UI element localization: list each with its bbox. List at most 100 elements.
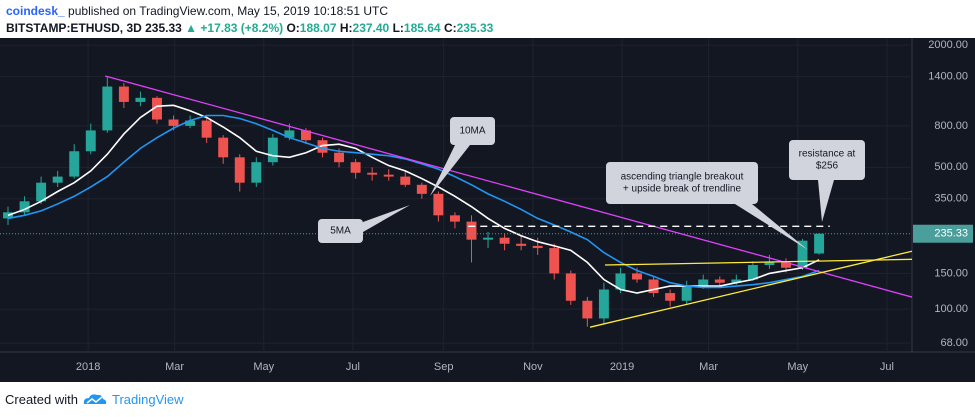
candle-body: [267, 137, 278, 163]
candle-body: [549, 248, 560, 274]
x-tick-label: 2019: [610, 361, 634, 373]
ohlc-value: 235.33: [456, 21, 494, 35]
x-tick-label: May: [787, 361, 808, 373]
y-tick-label: 68.00: [940, 337, 968, 349]
y-tick-label: 500.00: [934, 161, 968, 173]
ohlc-value: 237.40: [352, 21, 390, 35]
candle-body: [532, 245, 543, 249]
brand[interactable]: TradingView: [111, 391, 184, 407]
last-price-box: [913, 224, 973, 243]
candle-body: [185, 120, 196, 126]
ohlc-key: L:: [392, 21, 404, 35]
candle-body: [152, 97, 162, 120]
candle-body: [52, 176, 63, 183]
publisher: coindesk_: [6, 4, 65, 18]
candle-body: [814, 233, 825, 254]
symbol: BITSTAMP:ETHUSD, 3D: [6, 21, 142, 35]
callout-pointer: [818, 180, 834, 222]
candle-body: [449, 215, 460, 222]
x-tick-label: Sep: [434, 361, 454, 373]
x-tick-label: May: [253, 361, 274, 373]
candle-body: [615, 273, 626, 290]
candle-body: [433, 193, 444, 216]
candle-body: [251, 162, 262, 183]
ohlc-key: H:: [339, 21, 353, 35]
candle-body: [416, 184, 427, 194]
y-tick-label: 100.00: [934, 303, 968, 315]
trend-line: [589, 250, 912, 328]
ohlc-key: C:: [443, 21, 457, 35]
x-tick-label: Jul: [346, 361, 360, 373]
callout-box: [789, 140, 865, 180]
plot-area: [0, 75, 912, 328]
candle-body: [781, 262, 791, 268]
candle-body: [747, 265, 758, 280]
callout-text: 5MA: [330, 226, 351, 237]
candle-body: [218, 137, 229, 158]
candle-body: [69, 151, 80, 177]
candle-body: [300, 130, 311, 141]
callout-pointer: [430, 145, 470, 196]
candle-body: [499, 237, 510, 244]
last-price: 235.33: [145, 21, 182, 35]
candle-body: [466, 221, 477, 240]
trend-line: [604, 258, 912, 266]
last-price-label: 235.33: [934, 228, 968, 240]
ohlc-value: 188.07: [299, 21, 337, 35]
publish-info: published on TradingView.com, May 15, 20…: [68, 4, 389, 18]
moving-average: [7, 114, 820, 289]
y-tick-label: 800.00: [934, 120, 968, 132]
callout-text: $256: [816, 161, 839, 172]
candle-body: [201, 120, 212, 138]
candle-body: [118, 86, 129, 102]
candle-body: [698, 279, 709, 287]
header: coindesk_ published on TradingView.com, …: [6, 3, 493, 37]
candle-body: [764, 262, 775, 266]
candle-body: [665, 293, 676, 301]
candle-body: [284, 130, 295, 138]
candle-body: [3, 212, 13, 219]
footer-text: Created with: [5, 391, 78, 407]
callout-box: [450, 117, 495, 145]
callout-box: [606, 162, 758, 204]
candle-body: [483, 237, 494, 240]
candle-body: [632, 273, 642, 280]
callout-box: [318, 219, 363, 243]
candle-body: [135, 97, 146, 102]
candle-body: [85, 130, 96, 152]
callout-text: ascending triangle breakout: [621, 172, 744, 183]
axes: 68.00 100.00 150.00 350.00 500.00 800.00 1400.…: [76, 39, 973, 373]
candle-body: [36, 182, 47, 202]
symbol-line: BITSTAMP:ETHUSD, 3D 235.33 ▲ +17.83 (+8.…: [6, 20, 493, 37]
candle-body: [234, 157, 245, 183]
candle-body: [400, 176, 411, 185]
candle-body: [731, 279, 742, 283]
publish-line: coindesk_ published on TradingView.com, …: [6, 3, 493, 20]
candle-body: [350, 162, 361, 173]
x-tick-label: Mar: [165, 361, 184, 373]
ohlc-key: O:: [286, 21, 300, 35]
y-tick-label: 1400.00: [928, 70, 968, 82]
candle-body: [334, 152, 345, 163]
callout-text: resistance at: [799, 149, 856, 160]
change: ▲ +17.83 (+8.2%): [185, 21, 284, 35]
candle-body: [168, 119, 179, 126]
y-tick-label: 350.00: [934, 193, 968, 205]
x-tick-label: Mar: [699, 361, 718, 373]
candle-body: [797, 240, 808, 268]
footer: Created with TradingView: [5, 391, 184, 407]
callout-pointer: [363, 205, 410, 232]
y-tick-label: 150.00: [934, 267, 968, 279]
candle-body: [19, 201, 30, 213]
candle-body: [648, 279, 659, 294]
candle-body: [102, 86, 113, 131]
candle-body: [681, 286, 692, 301]
x-tick-label: Jul: [880, 361, 894, 373]
callout-pointer: [735, 204, 808, 250]
x-tick-label: 2018: [76, 361, 100, 373]
candle-body: [582, 300, 593, 319]
candle-body: [317, 140, 328, 153]
x-tick-label: Nov: [523, 361, 543, 373]
